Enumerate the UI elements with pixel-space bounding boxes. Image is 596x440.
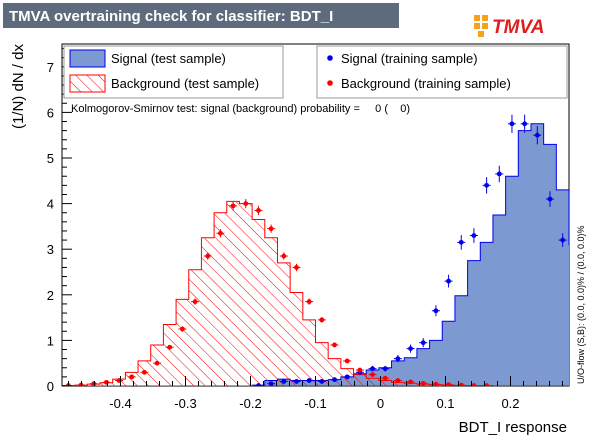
y-tick-label: 0 xyxy=(47,379,54,394)
y-tick-label: 6 xyxy=(47,105,54,120)
x-tick-label: -0.2 xyxy=(239,396,261,411)
background-train-point xyxy=(254,205,263,215)
x-tick-label: 0.2 xyxy=(501,396,519,411)
signal-train-point xyxy=(482,177,491,194)
signal-train-point xyxy=(558,233,567,247)
legend-right xyxy=(316,45,568,99)
background-train-point xyxy=(127,374,136,380)
background-train-point xyxy=(368,372,377,377)
x-tick-label: 0 xyxy=(377,396,384,411)
x-axis: -0.4 -0.3 -0.2 -0.1 0 0.1 0.2 xyxy=(68,376,563,411)
background-train-point xyxy=(431,381,440,386)
signal-train-point xyxy=(431,305,440,317)
background-train-point xyxy=(203,252,212,260)
signal-train-point xyxy=(495,165,504,183)
y-tick-label: 4 xyxy=(47,197,54,212)
background-test-histogram xyxy=(62,200,569,386)
signal-train-point xyxy=(317,379,326,384)
x-tick-label: -0.1 xyxy=(304,396,326,411)
y-tick-label: 1 xyxy=(47,333,54,348)
background-train-point xyxy=(267,224,276,233)
legend-label-signal-train: Signal (training sample) xyxy=(341,51,478,66)
background-train-point xyxy=(406,379,415,385)
background-train-point xyxy=(343,358,352,364)
legend-swatch-background-test xyxy=(69,74,106,93)
signal-train-point xyxy=(457,235,466,250)
background-train-point xyxy=(279,252,288,260)
logo-text: TMVA xyxy=(492,17,544,38)
signal-train-point xyxy=(305,378,314,383)
signal-train-point xyxy=(507,114,516,133)
legend-swatch-signal-test xyxy=(69,49,106,68)
x-tick-label: -0.4 xyxy=(109,396,131,411)
y-axis-label: (1/N) dN / dx xyxy=(10,44,27,130)
background-train-point xyxy=(419,380,428,386)
signal-train-point xyxy=(254,383,263,386)
signal-train-point xyxy=(545,191,554,207)
x-axis-label: BDT_I response xyxy=(459,419,567,436)
signal-train-point xyxy=(343,374,352,380)
signal-train-point xyxy=(381,365,390,372)
background-train-point xyxy=(317,317,326,323)
background-train-point xyxy=(393,378,402,383)
signal-train-point xyxy=(330,377,339,383)
background-train-point xyxy=(381,375,390,381)
background-train-point xyxy=(229,201,238,211)
y-tick-label: 3 xyxy=(47,242,54,257)
legend-label-background-train: Background (training sample) xyxy=(341,76,511,91)
background-train-point xyxy=(191,298,200,305)
background-train-point xyxy=(216,229,225,238)
signal-train-point xyxy=(279,379,288,384)
signal-train-point xyxy=(393,354,402,363)
y-tick-label: 2 xyxy=(47,288,54,303)
ks-test-annotation: Kolmogorov-Smirnov test: signal (backgro… xyxy=(71,103,410,115)
signal-train-point xyxy=(419,338,428,348)
signal-train-point xyxy=(406,344,415,353)
background-train-point xyxy=(241,199,250,209)
y-tick-label: 5 xyxy=(47,151,54,166)
signal-train-point xyxy=(444,274,453,288)
legend-marker-signal-train xyxy=(327,55,333,61)
title-bar xyxy=(3,3,399,28)
overflow-note: U/O-flow (S,B): (0.0, 0.0)% / (0.0, 0.0)… xyxy=(576,225,586,384)
background-train-point xyxy=(305,298,314,305)
legend-label-signal-test: Signal (test sample) xyxy=(111,51,226,66)
signal-train-point xyxy=(292,379,301,384)
legend-label-background-test: Background (test sample) xyxy=(111,76,259,91)
y-tick-label: 7 xyxy=(47,60,54,75)
background-train-point xyxy=(165,344,174,350)
background-train-point xyxy=(178,326,187,332)
background-train-point xyxy=(140,369,149,375)
legend-marker-background-train xyxy=(327,80,333,86)
background-train-point xyxy=(292,263,301,272)
signal-train-point xyxy=(533,126,542,145)
x-tick-label: -0.3 xyxy=(174,396,196,411)
signal-train-point xyxy=(368,365,377,372)
background-train-point xyxy=(330,342,339,348)
background-train-point xyxy=(153,360,162,366)
signal-train-point xyxy=(267,381,276,386)
tmva-logo: TMVA xyxy=(474,15,544,38)
background-train-point xyxy=(482,383,491,386)
background-train-point xyxy=(355,367,364,373)
x-tick-label: 0.1 xyxy=(436,396,454,411)
chart-title: TMVA overtraining check for classifier: … xyxy=(9,8,333,25)
signal-train-point xyxy=(469,228,478,243)
signal-train-point xyxy=(520,114,529,133)
